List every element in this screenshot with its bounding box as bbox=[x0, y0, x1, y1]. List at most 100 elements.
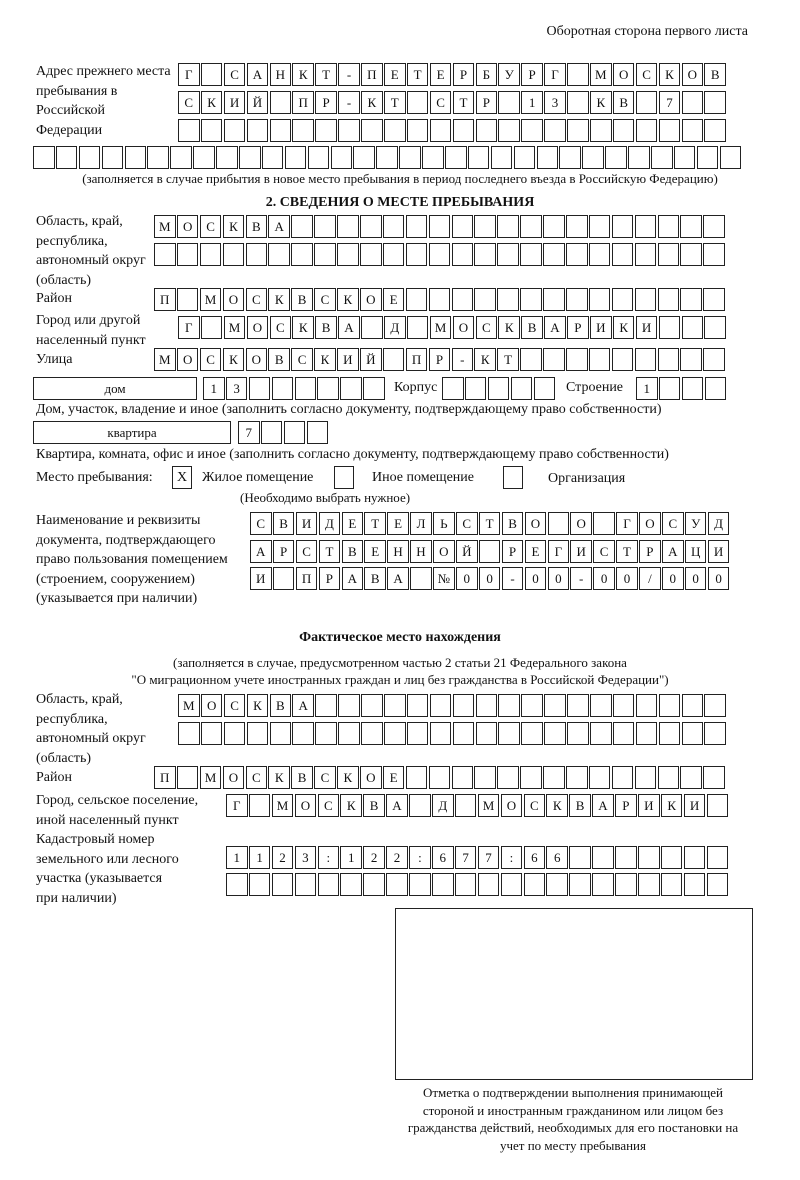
char-cell[interactable]: 0 bbox=[684, 567, 707, 590]
char-cell[interactable] bbox=[638, 873, 660, 896]
char-cell[interactable] bbox=[260, 421, 283, 444]
char-cell[interactable]: В bbox=[364, 567, 386, 590]
char-cell[interactable] bbox=[283, 421, 306, 444]
char-cell[interactable] bbox=[703, 348, 725, 371]
char-cell[interactable] bbox=[386, 873, 408, 896]
char-cell[interactable] bbox=[566, 215, 588, 238]
char-cell[interactable]: С bbox=[314, 288, 336, 311]
char-cell[interactable]: К bbox=[660, 794, 683, 817]
char-cell[interactable]: - bbox=[451, 348, 474, 371]
char-cell[interactable] bbox=[498, 119, 520, 142]
char-cell[interactable]: С bbox=[245, 766, 268, 789]
char-cell[interactable] bbox=[405, 288, 428, 311]
char-cell[interactable] bbox=[406, 91, 429, 114]
char-cell[interactable]: О bbox=[200, 694, 223, 717]
char-cell[interactable] bbox=[487, 377, 510, 400]
char-cell[interactable]: Т bbox=[497, 348, 519, 371]
char-cell[interactable]: 0 bbox=[662, 567, 684, 590]
char-cell[interactable] bbox=[500, 873, 523, 896]
char-cell[interactable] bbox=[683, 846, 706, 869]
char-cell[interactable] bbox=[317, 377, 339, 400]
char-cell[interactable] bbox=[475, 722, 498, 745]
char-cell[interactable]: С bbox=[250, 512, 272, 535]
char-cell[interactable] bbox=[294, 873, 317, 896]
char-cell[interactable]: Д bbox=[432, 794, 454, 817]
char-cell[interactable]: Ц bbox=[684, 540, 707, 563]
char-cell[interactable] bbox=[200, 722, 223, 745]
char-cell[interactable] bbox=[248, 794, 271, 817]
char-cell[interactable] bbox=[680, 766, 702, 789]
char-cell[interactable]: П bbox=[154, 766, 176, 789]
char-cell[interactable] bbox=[337, 243, 359, 266]
char-cell[interactable]: 0 bbox=[593, 567, 615, 590]
char-cell[interactable] bbox=[566, 243, 588, 266]
char-cell[interactable] bbox=[498, 91, 520, 114]
char-cell[interactable] bbox=[376, 146, 398, 169]
char-cell[interactable] bbox=[569, 873, 591, 896]
char-cell[interactable]: - bbox=[570, 567, 592, 590]
char-cell[interactable] bbox=[657, 288, 680, 311]
char-cell[interactable]: О bbox=[612, 63, 635, 86]
char-cell[interactable] bbox=[590, 722, 612, 745]
char-cell[interactable] bbox=[498, 694, 520, 717]
char-cell[interactable]: К bbox=[590, 91, 612, 114]
char-cell[interactable] bbox=[520, 766, 542, 789]
char-cell[interactable]: И bbox=[707, 540, 730, 563]
apartment-row[interactable]: 7 bbox=[238, 421, 330, 444]
char-cell[interactable]: А bbox=[292, 694, 314, 717]
char-cell[interactable] bbox=[680, 243, 702, 266]
char-cell[interactable] bbox=[193, 146, 215, 169]
char-cell[interactable] bbox=[543, 288, 565, 311]
char-cell[interactable] bbox=[428, 243, 451, 266]
char-cell[interactable]: И bbox=[590, 316, 612, 339]
char-cell[interactable] bbox=[704, 377, 727, 400]
char-cell[interactable]: 6 bbox=[523, 846, 546, 869]
char-cell[interactable] bbox=[363, 873, 385, 896]
char-cell[interactable] bbox=[246, 722, 269, 745]
char-cell[interactable]: С bbox=[291, 348, 313, 371]
char-cell[interactable] bbox=[246, 119, 269, 142]
char-cell[interactable]: 2 bbox=[386, 846, 408, 869]
char-cell[interactable]: К bbox=[337, 766, 359, 789]
char-cell[interactable]: 7 bbox=[238, 421, 260, 444]
char-cell[interactable] bbox=[317, 873, 340, 896]
char-cell[interactable] bbox=[683, 873, 706, 896]
char-cell[interactable]: К bbox=[222, 348, 245, 371]
char-cell[interactable] bbox=[399, 146, 421, 169]
char-cell[interactable]: 6 bbox=[546, 846, 568, 869]
char-cell[interactable] bbox=[33, 146, 55, 169]
char-cell[interactable] bbox=[588, 215, 611, 238]
char-cell[interactable]: 1 bbox=[203, 377, 225, 400]
char-cell[interactable] bbox=[681, 91, 704, 114]
char-cell[interactable] bbox=[291, 215, 313, 238]
char-cell[interactable] bbox=[154, 243, 176, 266]
char-cell[interactable] bbox=[635, 722, 658, 745]
char-cell[interactable]: А bbox=[246, 63, 269, 86]
char-cell[interactable]: О bbox=[570, 512, 592, 535]
char-cell[interactable]: Т bbox=[315, 63, 337, 86]
char-cell[interactable] bbox=[559, 146, 581, 169]
char-cell[interactable] bbox=[657, 243, 680, 266]
char-cell[interactable] bbox=[147, 146, 169, 169]
char-cell[interactable] bbox=[291, 243, 313, 266]
previous-address-row-3[interactable] bbox=[178, 119, 727, 142]
char-cell[interactable] bbox=[592, 873, 614, 896]
char-cell[interactable]: Т bbox=[384, 91, 406, 114]
char-cell[interactable]: С bbox=[429, 91, 452, 114]
char-cell[interactable]: Т bbox=[478, 512, 501, 535]
char-cell[interactable] bbox=[680, 348, 702, 371]
char-cell[interactable] bbox=[497, 288, 519, 311]
char-cell[interactable]: Р bbox=[475, 91, 498, 114]
char-cell[interactable]: Р bbox=[315, 91, 337, 114]
char-cell[interactable] bbox=[409, 794, 431, 817]
char-cell[interactable]: У bbox=[498, 63, 520, 86]
char-cell[interactable]: Е bbox=[429, 63, 452, 86]
char-cell[interactable] bbox=[306, 421, 329, 444]
char-cell[interactable] bbox=[611, 348, 634, 371]
char-cell[interactable]: М bbox=[154, 348, 176, 371]
char-cell[interactable] bbox=[384, 722, 406, 745]
char-cell[interactable]: С bbox=[223, 694, 246, 717]
char-cell[interactable]: В bbox=[612, 91, 635, 114]
char-cell[interactable] bbox=[474, 288, 496, 311]
char-cell[interactable] bbox=[658, 694, 681, 717]
